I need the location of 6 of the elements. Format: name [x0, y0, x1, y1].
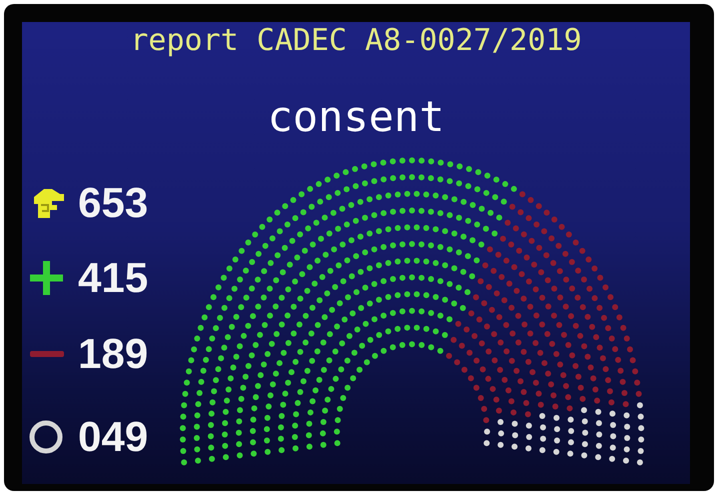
text: report CADEC A8-0027/2019	[129, 23, 583, 58]
data-label: 415	[78, 254, 148, 302]
data-label: 049	[78, 413, 148, 461]
text: consent	[266, 92, 446, 141]
text: 653	[78, 179, 148, 226]
data-label: 189	[78, 330, 148, 378]
